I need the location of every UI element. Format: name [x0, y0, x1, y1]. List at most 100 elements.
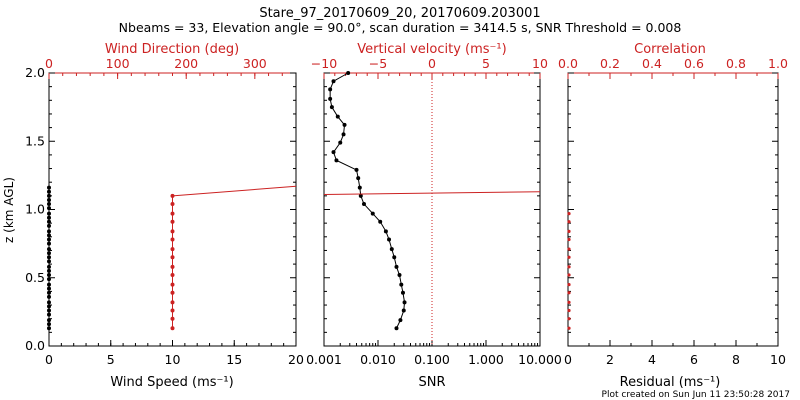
- wind-speed-point: [47, 241, 51, 246]
- wind-speed-point: [47, 251, 51, 256]
- snr-point: [338, 140, 343, 145]
- correlation-point: [567, 237, 571, 242]
- wind-direction-point: [170, 282, 175, 287]
- wind-direction-point: [170, 308, 175, 313]
- velocity-frame: [323, 72, 541, 347]
- correlation-tick-label: 0.2: [600, 56, 620, 71]
- wind-speed-point: [47, 255, 51, 260]
- wind-speed-point: [47, 273, 51, 278]
- velocity-panel: 0.001 0.010 0.100 1.000 10.000 −10 −5 0 5 10: [306, 56, 562, 367]
- wind-speed-point: [47, 294, 51, 299]
- snr-point: [378, 219, 383, 224]
- snr-point: [397, 273, 402, 278]
- snr-point: [346, 71, 351, 75]
- wind-speed-point: [47, 229, 51, 234]
- x-top-tick-label: 200: [174, 56, 198, 71]
- snr-point: [331, 150, 336, 155]
- velocity-tick-label: 5: [482, 56, 490, 71]
- correlation-panel: 0 2 4 6 8 10 0.0 0.2 0.4 0.6 0.8 1.0: [558, 56, 788, 367]
- wind-speed-point: [47, 189, 51, 194]
- residual-tick-label: 2: [606, 352, 614, 367]
- wind-direction-point: [170, 300, 175, 305]
- wind-speed-point: [47, 286, 51, 291]
- correlation-point: [567, 255, 571, 259]
- snr-point: [354, 167, 359, 172]
- wind-direction-point: [170, 273, 175, 278]
- wind-speed-point: [47, 185, 51, 190]
- wind-speed-point: [47, 259, 51, 264]
- correlation-point: [567, 291, 571, 295]
- figure-subtitle: Nbeams = 33, Elevation angle = 90.0°, sc…: [119, 20, 682, 35]
- snr-tick-label: 0.001: [306, 352, 342, 367]
- snr-point: [334, 158, 339, 163]
- velocity-tick-label: 10: [532, 56, 548, 71]
- residual-tick-label: 6: [690, 352, 698, 367]
- snr-point: [394, 326, 399, 331]
- snr-point: [341, 132, 346, 137]
- snr-tick-label: 1.000: [468, 352, 504, 367]
- wind-speed-point: [47, 197, 51, 202]
- snr-point: [342, 122, 347, 127]
- correlation-point: [567, 211, 571, 216]
- wind-speed-point: [47, 233, 51, 238]
- y-tick-label: 0.5: [25, 270, 45, 285]
- figure-title: Stare_97_20170609_20, 20170609.203001: [259, 6, 540, 21]
- snr-point: [383, 229, 388, 234]
- correlation-point: [567, 247, 571, 251]
- snr-point: [400, 290, 405, 295]
- correlation-point: [567, 282, 571, 287]
- velocity-tick-label: −10: [311, 56, 337, 71]
- residual-tick-label: 8: [732, 352, 740, 367]
- snr-tick-label: 0.010: [360, 352, 396, 367]
- snr-point: [329, 105, 334, 110]
- wind-speed-point: [47, 206, 51, 211]
- correlation-tick-label: 0.8: [726, 56, 746, 71]
- x-top-tick-label: 300: [243, 56, 267, 71]
- x-top-tick-label: 0: [45, 56, 53, 71]
- snr-axis-label: SNR: [418, 375, 445, 390]
- plot-created-note: Plot created on Sun Jun 11 23:50:28 2017: [602, 390, 790, 400]
- correlation-point: [567, 317, 571, 321]
- snr-point: [401, 308, 406, 313]
- snr-point: [398, 318, 403, 323]
- wind-direction-point: [170, 247, 175, 252]
- correlation-tick-label: 1.0: [768, 56, 788, 71]
- vertical-velocity-axis-label: Vertical velocity (ms⁻¹): [357, 42, 506, 57]
- cloud-base-line: [323, 191, 541, 195]
- snr-point: [357, 185, 362, 190]
- wind-speed-point: [47, 268, 51, 273]
- wind-speed-point: [47, 300, 51, 305]
- residual-axis-label: Residual (ms⁻¹): [620, 375, 721, 390]
- wind-speed-point: [47, 202, 51, 207]
- wind-speed-point: [47, 318, 51, 323]
- x-top-tick-label: 100: [106, 56, 130, 71]
- wind-direction-axis-label: Wind Direction (deg): [105, 42, 239, 57]
- wind-direction-point: [170, 255, 175, 260]
- wind-speed-point: [47, 304, 51, 309]
- wind-speed-point: [47, 219, 51, 224]
- snr-point: [328, 87, 333, 92]
- x-tick-label: 0: [45, 352, 53, 367]
- x-tick-label: 20: [288, 352, 304, 367]
- correlation-point: [567, 265, 571, 269]
- snr-point: [370, 211, 375, 216]
- correlation-axis-label: Correlation: [634, 42, 706, 57]
- snr-point: [358, 193, 363, 198]
- y-tick-label: 1.0: [25, 202, 45, 217]
- correlation-point: [567, 273, 571, 277]
- correlation-point: [567, 300, 571, 304]
- wind-direction-point: [170, 202, 175, 207]
- snr-point: [392, 255, 397, 260]
- height-axis-label: z (km AGL): [2, 177, 16, 243]
- snr-point: [356, 176, 361, 181]
- wind-direction-point: [170, 219, 175, 224]
- x-tick-label: 15: [226, 352, 242, 367]
- wind-direction-point: [170, 326, 175, 331]
- snr-point: [389, 247, 394, 252]
- correlation-point: [567, 308, 571, 313]
- wind-speed-point: [47, 215, 51, 220]
- correlation-point: [567, 326, 571, 330]
- wind-direction-extension: [172, 185, 297, 197]
- wind-speed-point: [47, 277, 51, 282]
